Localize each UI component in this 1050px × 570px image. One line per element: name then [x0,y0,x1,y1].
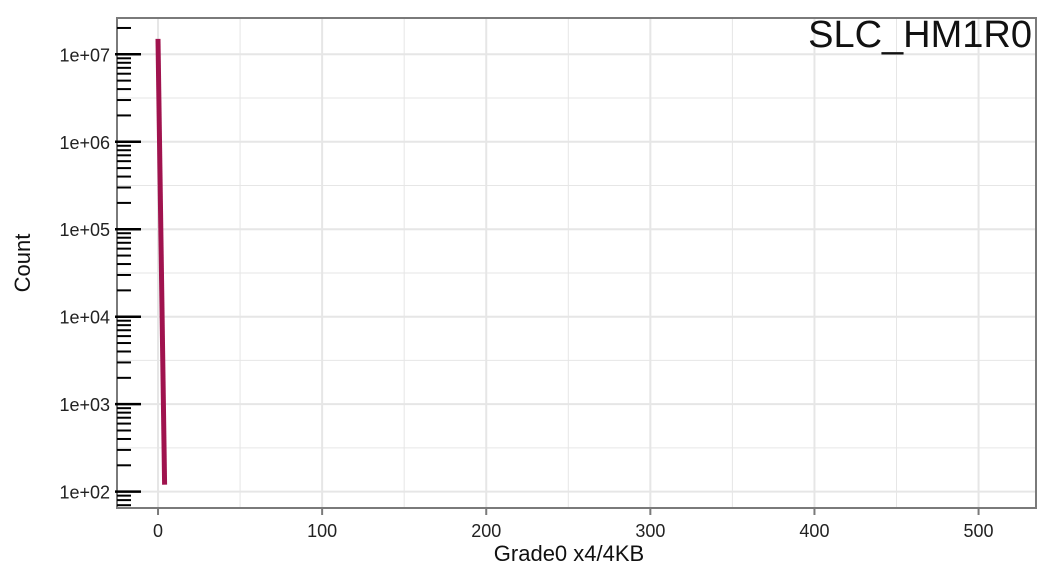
y-tick-label: 1e+03 [59,395,110,415]
x-axis-tick-labels: 0 100 200 300 400 500 [153,521,994,541]
plot-background [117,18,1036,508]
x-tick-label: 500 [964,521,994,541]
plot-frame [116,17,1037,509]
x-tick-label: 200 [471,521,501,541]
grid-minor [117,18,1036,508]
series-layer [155,38,168,485]
x-axis-title: Grade0 x4/4KB [494,541,644,566]
y-tick-label: 1e+02 [59,483,110,503]
y-tick-label: 1e+07 [59,45,110,65]
y-tick-label: 1e+06 [59,133,110,153]
x-tick-label: 100 [307,521,337,541]
series-line [155,38,168,485]
y-tick-label: 1e+04 [59,308,110,328]
x-tick-label: 0 [153,521,163,541]
chart-title: SLC_HM1R0 [808,14,1032,56]
y-axis-title: Count [10,234,35,293]
y-axis-tick-labels: 1e+02 1e+03 1e+04 1e+05 1e+06 1e+07 [59,45,110,502]
y-axis-ticks [115,26,141,507]
x-axis-ticks [157,508,980,515]
y-tick-label: 1e+05 [59,220,110,240]
x-tick-label: 300 [635,521,665,541]
x-tick-label: 400 [799,521,829,541]
